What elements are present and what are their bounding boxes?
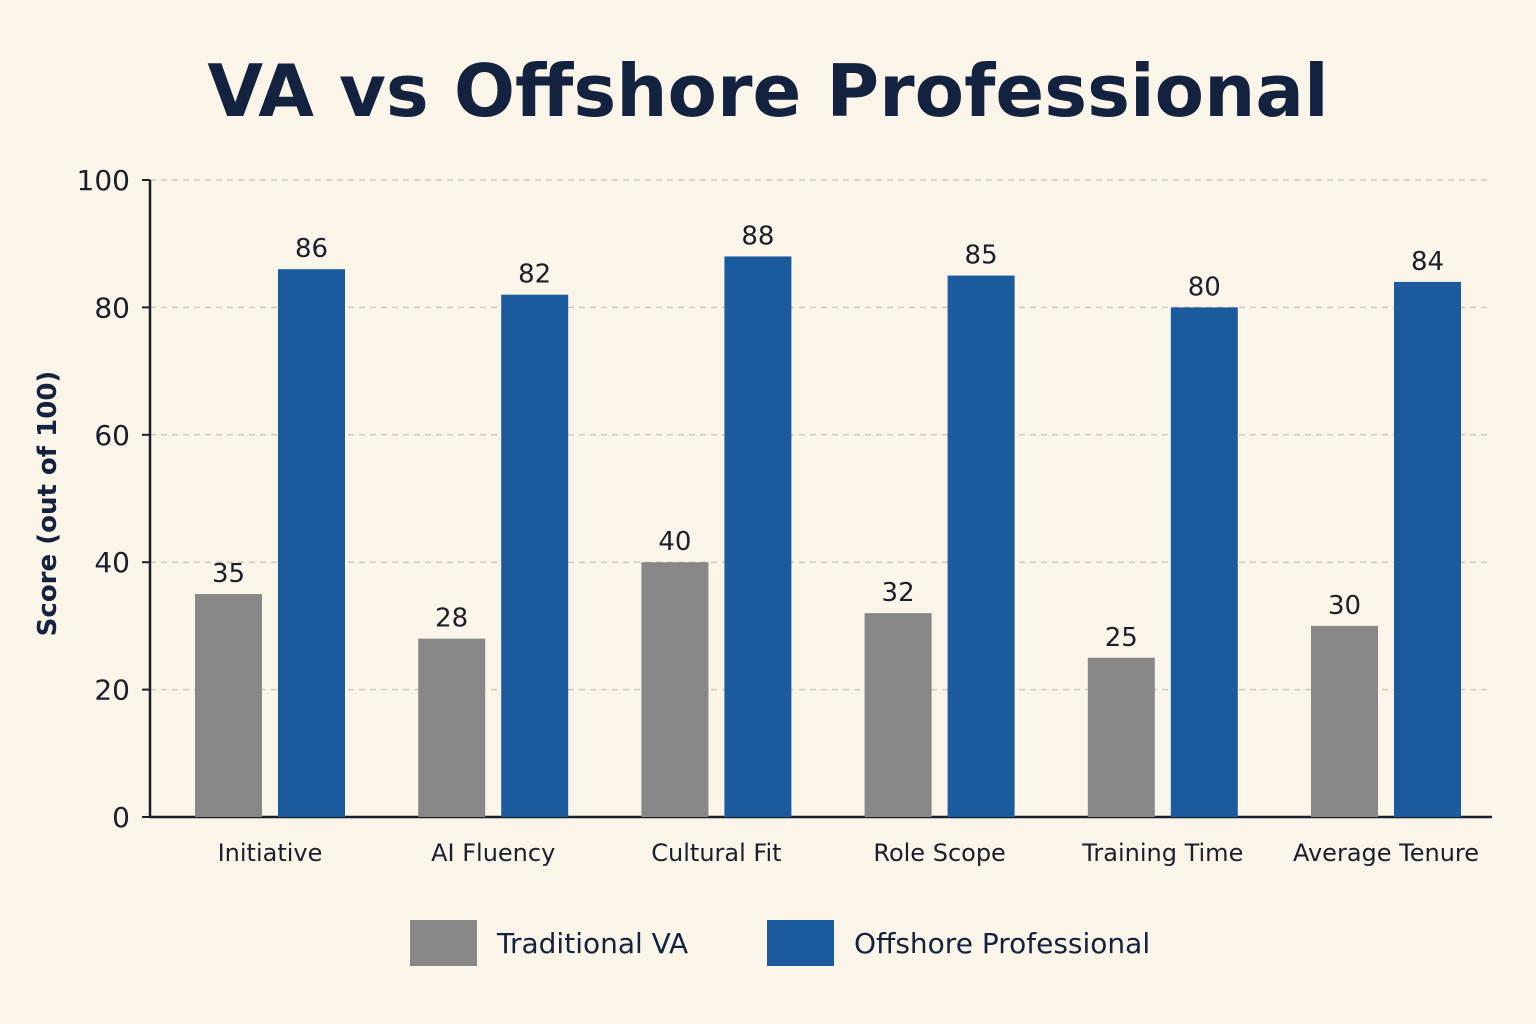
legend-swatch-offshore-professional xyxy=(767,920,834,966)
y-tick-label: 40 xyxy=(94,546,130,579)
bar-traditional-va xyxy=(418,638,486,817)
legend-swatch-traditional-va xyxy=(410,920,477,966)
bar-traditional-va xyxy=(864,613,932,817)
bar-value-label: 35 xyxy=(212,559,245,589)
bar-offshore-professional xyxy=(1394,281,1461,817)
bar-traditional-va xyxy=(641,562,709,817)
chart-title: VA vs Offshore Professional xyxy=(207,49,1329,133)
y-tick-label: 100 xyxy=(77,164,130,197)
bar-value-label: 40 xyxy=(658,527,691,557)
legend-item-offshore-professional: Offshore Professional xyxy=(767,920,1150,966)
x-category-label: Role Scope xyxy=(873,839,1005,867)
x-category-label: AI Fluency xyxy=(431,839,555,867)
y-tick-label: 80 xyxy=(94,291,130,324)
y-tick-label: 20 xyxy=(94,674,130,707)
x-category-label: Average Tenure xyxy=(1293,839,1479,867)
axes xyxy=(142,179,1492,819)
bar-offshore-professional xyxy=(947,275,1015,817)
gridlines xyxy=(150,179,1492,691)
x-category-label: Initiative xyxy=(218,839,323,867)
bar-value-label: 86 xyxy=(295,234,328,264)
bar-value-label: 85 xyxy=(965,241,998,271)
bar-traditional-va xyxy=(195,594,262,817)
y-tick-label: 0 xyxy=(112,801,130,834)
y-axis-title: Score (out of 100) xyxy=(33,371,63,637)
bar-traditional-va xyxy=(1087,657,1155,817)
legend-label-offshore-professional: Offshore Professional xyxy=(854,926,1151,960)
bar-offshore-professional xyxy=(1170,307,1238,817)
bar-value-label: 88 xyxy=(741,221,774,251)
labels: 0 20 40 60 80 100 Score (out of 100) 35 86 Initia… xyxy=(33,164,1479,867)
bar-value-label: 32 xyxy=(882,578,915,608)
legend-label-traditional-va: Traditional VA xyxy=(497,926,689,960)
bar-offshore-professional xyxy=(278,269,345,817)
bar-value-label: 30 xyxy=(1328,591,1361,621)
bar-value-label: 80 xyxy=(1188,272,1221,302)
legend-item-traditional-va: Traditional VA xyxy=(410,920,688,966)
bar-traditional-va xyxy=(1311,625,1378,817)
y-tick-label: 60 xyxy=(94,419,130,452)
x-category-label: Cultural Fit xyxy=(651,839,781,867)
bar-value-label: 82 xyxy=(518,260,551,290)
x-category-label: Training Time xyxy=(1081,839,1243,867)
bar-offshore-professional xyxy=(724,256,792,817)
chart-legend: Traditional VA Offshore Professional xyxy=(0,920,1536,966)
bar-value-label: 28 xyxy=(435,604,468,634)
bar-value-label: 25 xyxy=(1105,623,1138,653)
bars xyxy=(195,256,1461,817)
bar-offshore-professional xyxy=(501,294,569,817)
bar-value-label: 84 xyxy=(1411,247,1444,277)
